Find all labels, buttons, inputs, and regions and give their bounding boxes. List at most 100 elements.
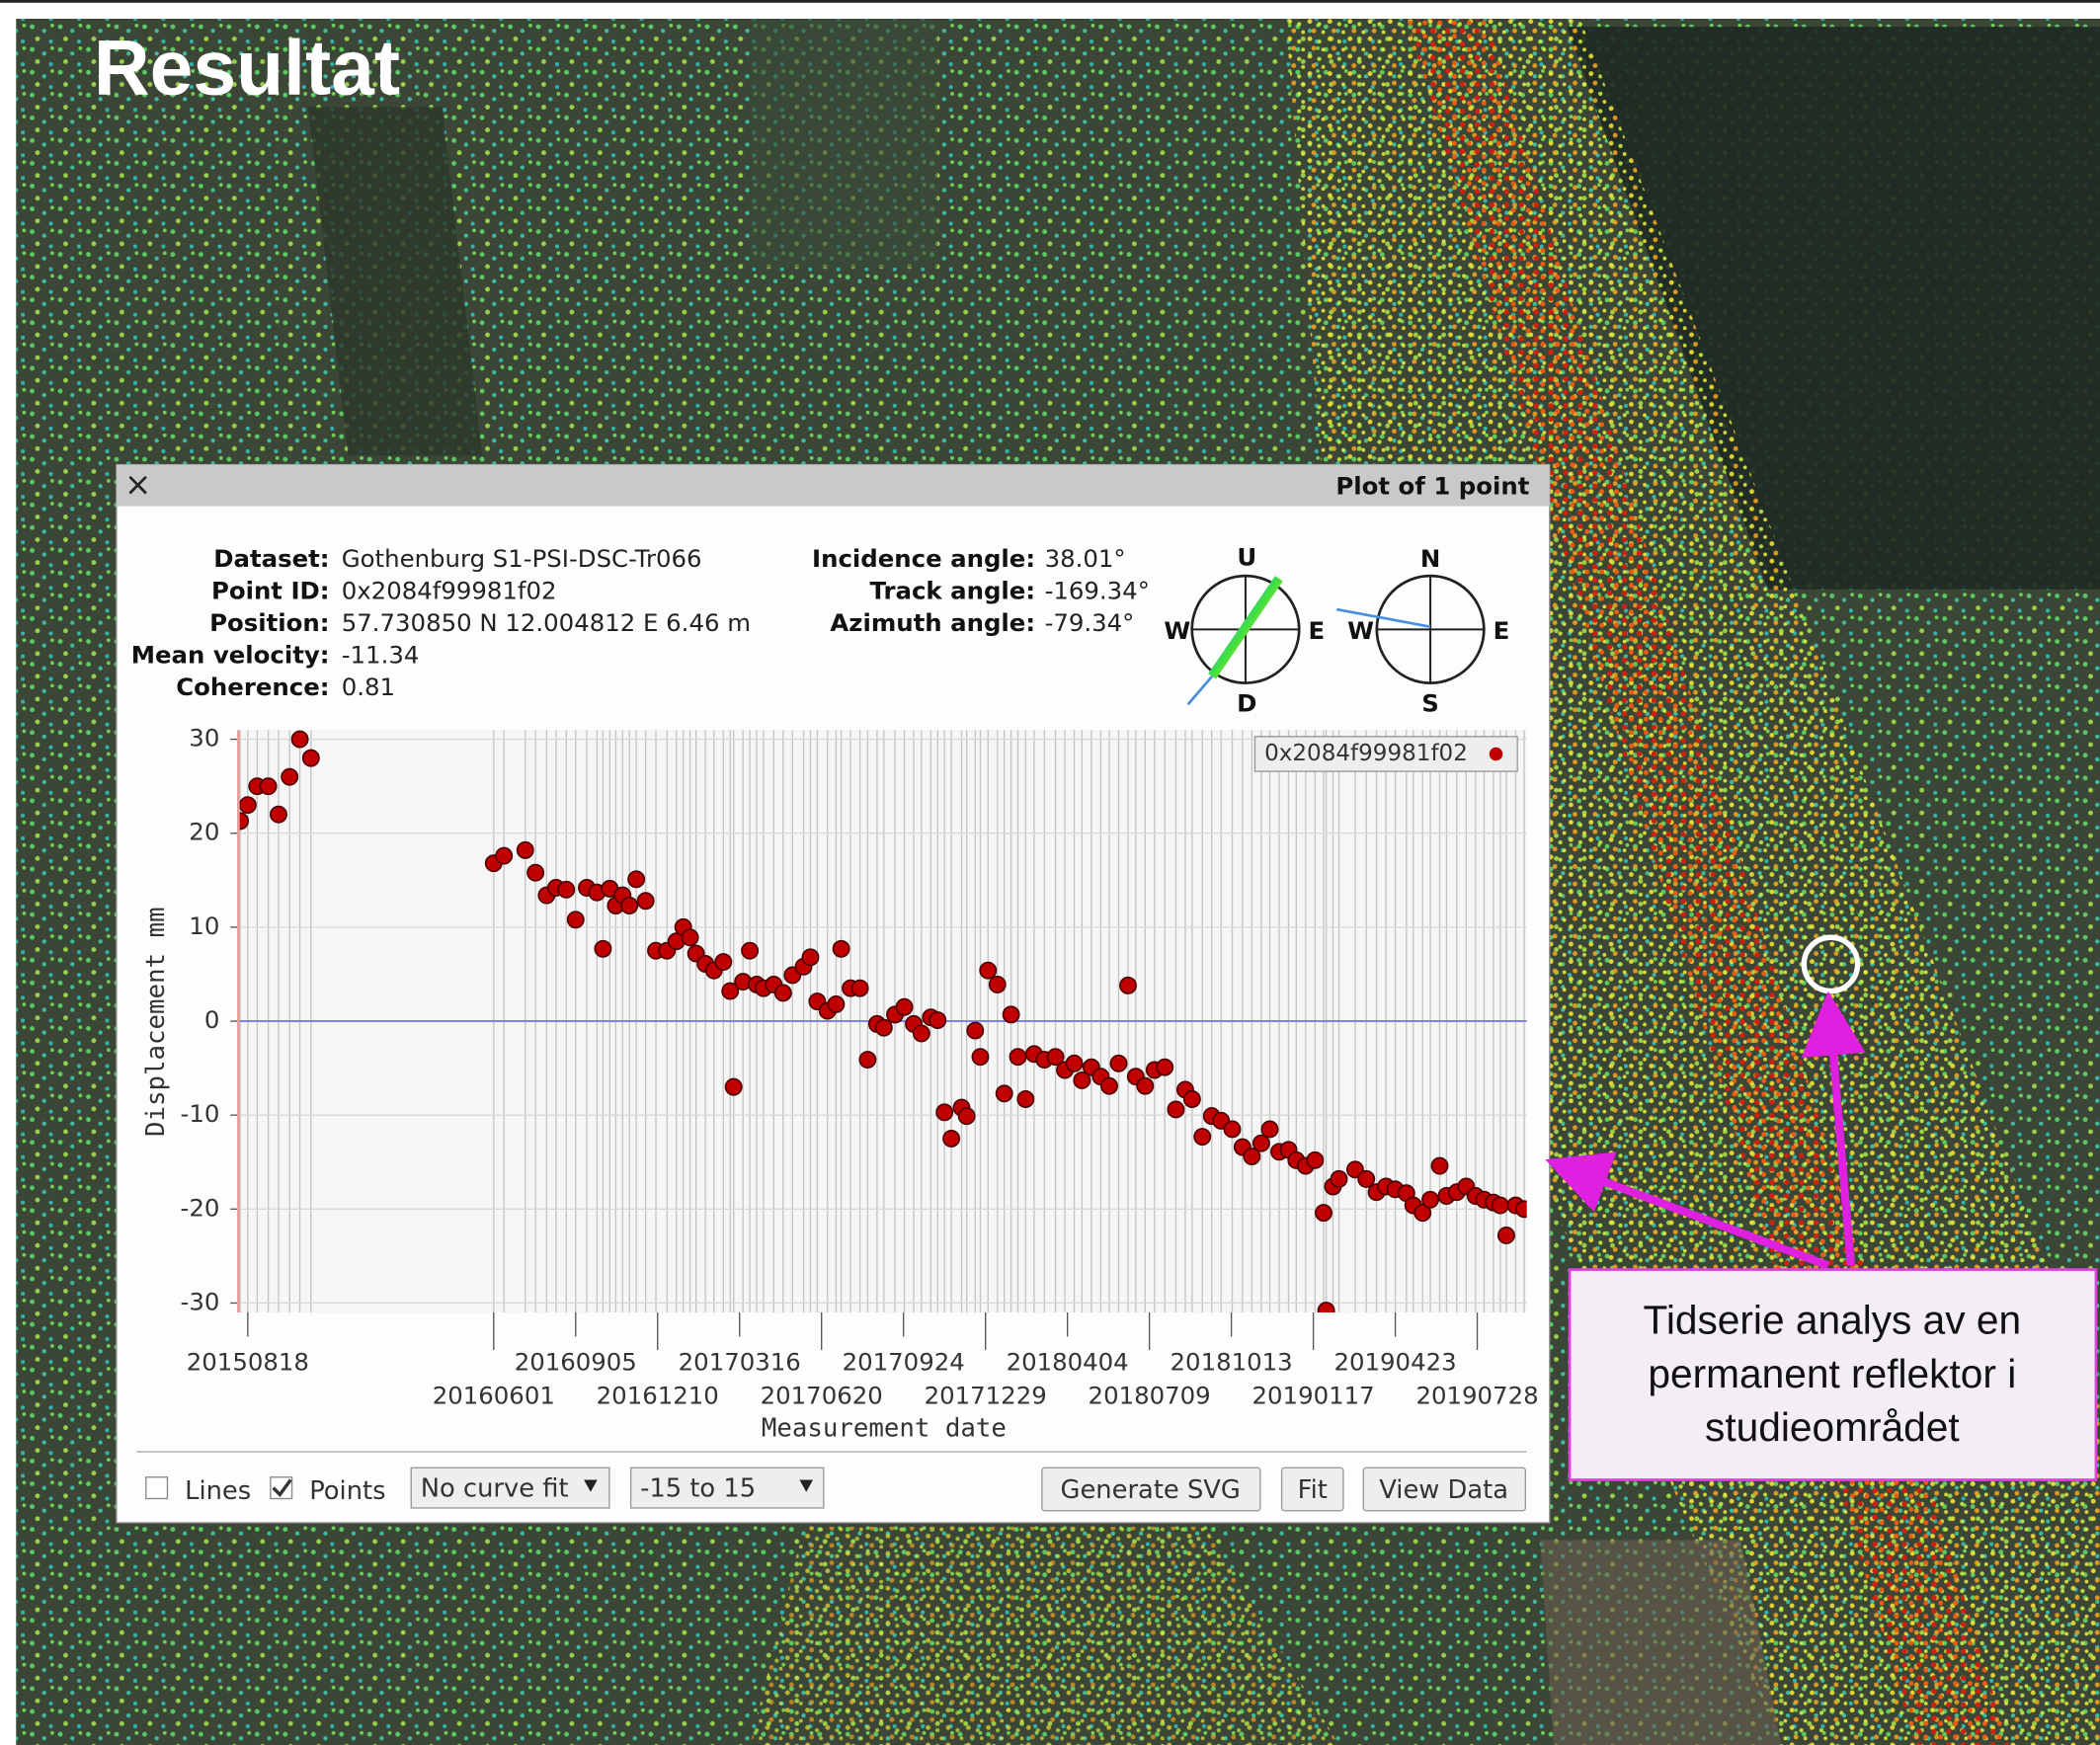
angle-label: Incidence angle:: [812, 544, 1035, 573]
slide: Resultat × Plot of 1 point Dataset: Goth…: [0, 0, 2100, 1745]
point: [1261, 1121, 1277, 1137]
point: [715, 954, 731, 970]
info-value: Gothenburg S1-PSI-DSC-Tr066: [342, 544, 702, 573]
point: [518, 842, 533, 858]
point: [291, 731, 307, 747]
close-button[interactable]: ×: [124, 465, 151, 503]
window-titlebar: [117, 465, 1550, 507]
point: [742, 943, 758, 959]
x-tick-label: 20171229: [925, 1381, 1047, 1409]
point: [1137, 1078, 1153, 1094]
point: [1253, 1136, 1269, 1151]
info-label: Mean velocity:: [131, 640, 330, 669]
point: [997, 1085, 1012, 1101]
points-label: Points: [309, 1476, 385, 1506]
point: [1110, 1056, 1126, 1071]
compass-label: E: [1308, 616, 1325, 645]
x-tick-label: 20160905: [515, 1348, 637, 1377]
button-label: Fit: [1298, 1475, 1328, 1505]
point: [628, 871, 644, 887]
x-tick-label: 20190117: [1252, 1381, 1375, 1409]
point: [1422, 1192, 1438, 1208]
point: [1224, 1121, 1240, 1137]
compass-label: W: [1347, 616, 1374, 645]
compass-label: D: [1237, 688, 1256, 717]
dropdown-text: No curve fit: [421, 1473, 569, 1503]
point: [943, 1131, 959, 1147]
point: [1431, 1157, 1447, 1173]
info-value: 0.81: [342, 673, 395, 701]
point: [726, 1078, 742, 1094]
x-tick-label: 20190728: [1415, 1381, 1538, 1409]
point: [929, 1012, 945, 1028]
point: [959, 1108, 975, 1124]
point: [1184, 1091, 1200, 1107]
point: [271, 807, 286, 823]
point: [1498, 1228, 1514, 1243]
point: [260, 778, 276, 794]
point: [859, 1052, 875, 1068]
point: [1010, 1049, 1025, 1065]
button-label: View Data: [1379, 1475, 1508, 1505]
x-axis-label: Measurement date: [762, 1413, 1007, 1443]
point: [896, 999, 912, 1015]
button-label: Generate SVG: [1061, 1475, 1241, 1505]
angle-value: -169.34°: [1045, 576, 1150, 604]
y-tick-label: -10: [181, 1099, 220, 1128]
point: [914, 1025, 929, 1041]
point: [851, 981, 867, 996]
point: [558, 882, 574, 898]
x-tick-label: 20180404: [1007, 1348, 1129, 1377]
legend-marker: [1490, 748, 1503, 761]
point: [1003, 1006, 1018, 1022]
dropdown-text: -15 to 15: [640, 1473, 756, 1503]
point: [1120, 978, 1136, 993]
callout-text: Tidserie analys av en: [1644, 1298, 2022, 1343]
compass-label: W: [1164, 616, 1190, 645]
point: [936, 1104, 952, 1120]
point: [1307, 1152, 1323, 1168]
x-tick-label: 20181013: [1171, 1348, 1293, 1377]
map-dark: [750, 19, 937, 268]
point: [1316, 1205, 1332, 1221]
point: [240, 797, 256, 813]
x-tick-label: 20190423: [1334, 1348, 1457, 1377]
compass-label: U: [1237, 542, 1256, 571]
y-tick-label: 30: [189, 724, 219, 753]
lines-checkbox[interactable]: [146, 1477, 168, 1499]
info-value: 0x2084f99981f02: [342, 576, 557, 604]
callout-text: studieområdet: [1705, 1404, 1960, 1450]
point: [595, 941, 610, 957]
y-axis-label: Displacement mm: [141, 907, 171, 1137]
info-label: Dataset:: [213, 544, 329, 573]
point: [775, 985, 791, 1000]
point: [1101, 1078, 1117, 1094]
x-tick-label: 20160601: [433, 1381, 555, 1409]
lines-label: Lines: [185, 1476, 251, 1506]
angle-value: -79.34°: [1045, 608, 1135, 637]
point: [980, 963, 996, 979]
map-ground: [1540, 1541, 1781, 1745]
point: [282, 769, 297, 785]
point: [1493, 1197, 1508, 1213]
window-title: Plot of 1 point: [1335, 472, 1529, 501]
angle-label: Azimuth angle:: [830, 608, 1035, 637]
x-tick-label: 20161210: [597, 1381, 719, 1409]
point: [967, 1022, 983, 1038]
callout-text: permanent reflektor i: [1648, 1351, 2016, 1396]
point: [568, 912, 584, 927]
point: [303, 750, 319, 765]
point: [527, 865, 543, 881]
info-value: -11.34: [342, 640, 420, 669]
y-tick-label: -30: [181, 1287, 220, 1315]
point: [833, 941, 848, 957]
point: [1331, 1171, 1346, 1187]
y-tick-label: -20: [181, 1193, 220, 1222]
point: [496, 847, 512, 863]
angle-value: 38.01°: [1045, 544, 1126, 573]
point: [638, 893, 654, 909]
info-label: Coherence:: [176, 673, 329, 701]
info-value: 57.730850 N 12.004812 E 6.46 m: [342, 608, 751, 637]
x-tick-label: 20170924: [843, 1348, 965, 1377]
point: [802, 949, 818, 965]
